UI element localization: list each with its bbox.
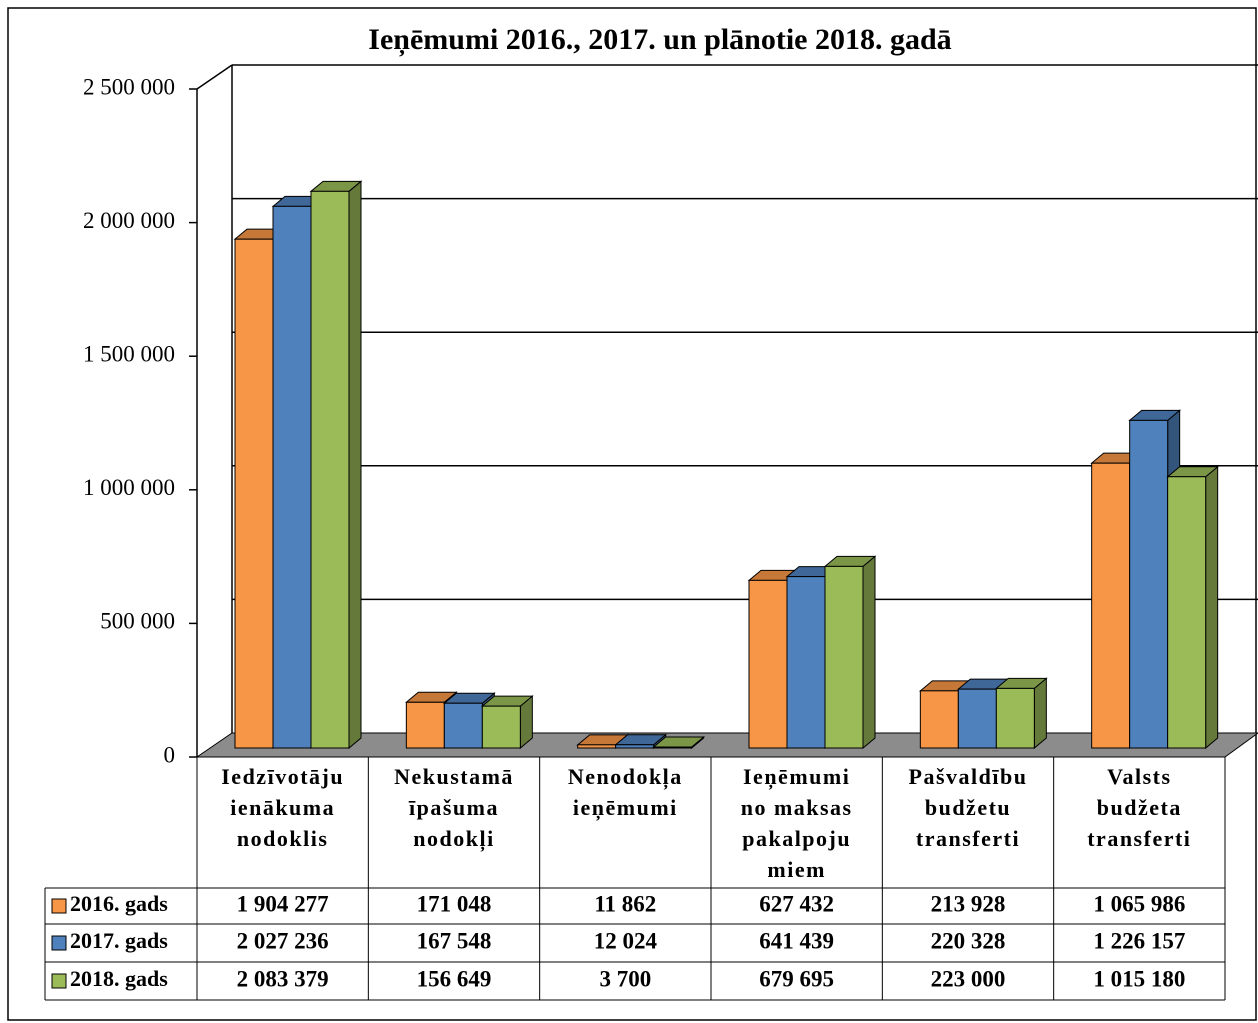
y-tick-label: 1 000 000: [83, 475, 175, 500]
category-label: nodokļi: [413, 826, 494, 852]
table-value: 3 700: [599, 966, 651, 991]
bar-side: [1033, 677, 1047, 750]
table-value: 220 328: [931, 928, 1006, 953]
category-label: miem: [767, 857, 826, 882]
table-value: 11 862: [594, 891, 656, 916]
category-label: Valsts: [1107, 764, 1171, 789]
category-label: Iedzīvotāju: [221, 764, 344, 789]
table-value: 627 432: [759, 891, 834, 916]
side-wall-top: [196, 64, 233, 90]
category-label: pakalpoju: [742, 826, 851, 851]
table-value: 2 083 379: [237, 966, 329, 991]
category-label: transferti: [1087, 826, 1191, 851]
table-value: 1 226 157: [1093, 928, 1185, 953]
category-label: īpašuma: [408, 795, 499, 820]
bar: [748, 579, 788, 749]
category-label: Pašvaldību: [909, 764, 1028, 789]
bar: [653, 746, 693, 749]
table-value: 679 695: [759, 966, 834, 991]
legend-label: 2018. gads: [70, 966, 168, 991]
bar: [577, 744, 617, 749]
table-value: 12 024: [594, 928, 658, 953]
table-value: 171 048: [417, 891, 492, 916]
bar-side: [348, 180, 362, 750]
category-label: Nenodokļa: [568, 764, 683, 790]
legend-key: [51, 973, 67, 989]
bar: [919, 690, 959, 749]
table-value: 1 904 277: [237, 891, 329, 916]
chart-border: [7, 7, 1257, 1021]
bar: [234, 238, 274, 749]
category-label: Nekustamā: [394, 764, 514, 789]
chart-title: Ieņēmumi 2016., 2017. un plānotie 2018. …: [368, 23, 951, 57]
category-label: transferti: [916, 826, 1020, 851]
legend-label: 2017. gads: [70, 928, 168, 953]
category-label: no maksas: [741, 795, 853, 820]
bar: [824, 565, 864, 749]
category-label: budžetu: [925, 795, 1011, 820]
table-value: 167 548: [417, 928, 492, 953]
y-tick-label: 2 500 000: [83, 74, 175, 99]
bar: [481, 705, 521, 749]
table-value: 2 027 236: [237, 928, 329, 953]
bar: [995, 687, 1035, 749]
bar: [1167, 476, 1207, 749]
bar-side: [1205, 465, 1219, 750]
bar: [1091, 462, 1131, 749]
bar: [272, 205, 312, 749]
category-label: budžeta: [1097, 795, 1182, 820]
y-tick-label: 0: [164, 742, 176, 767]
y-tick-label: 2 000 000: [83, 208, 175, 233]
category-label: nodoklis: [237, 826, 329, 851]
bar: [615, 744, 655, 749]
legend-key: [51, 935, 67, 951]
table-value: 156 649: [417, 966, 492, 991]
bar: [443, 702, 483, 749]
bar: [957, 688, 997, 749]
table-value: 1 065 986: [1093, 891, 1185, 916]
bar: [405, 701, 445, 749]
category-label: Ieņēmumi: [743, 764, 850, 790]
table-value: 641 439: [759, 928, 834, 953]
y-tick-label: 500 000: [100, 609, 175, 634]
table-value: 223 000: [931, 966, 1006, 991]
bar-side: [862, 555, 876, 750]
legend-key: [51, 898, 67, 914]
bar: [786, 576, 826, 749]
category-label: ieņēmumi: [573, 795, 678, 821]
table-value: 1 015 180: [1093, 966, 1185, 991]
category-label: ienākuma: [230, 795, 335, 820]
table-value: 213 928: [931, 891, 1006, 916]
y-tick-label: 1 500 000: [83, 341, 175, 366]
bar: [310, 190, 350, 749]
legend-label: 2016. gads: [70, 891, 168, 916]
bar: [1129, 419, 1169, 749]
